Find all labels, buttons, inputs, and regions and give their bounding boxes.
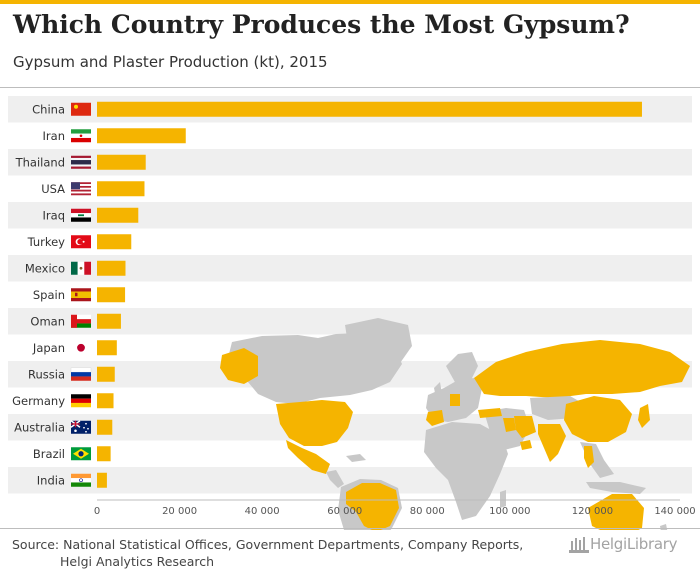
x-tick-label: 100 000 <box>489 506 530 517</box>
map-iran <box>514 416 536 438</box>
map-indonesia <box>586 482 646 494</box>
library-building-icon <box>569 537 589 553</box>
source-note: Source: National Statistical Offices, Go… <box>12 536 552 570</box>
map-uk <box>434 382 442 398</box>
x-tick-label: 60 000 <box>327 506 362 517</box>
bar <box>97 287 126 303</box>
helgi-library-logo: HelgiLibrary <box>568 534 678 554</box>
category-label: China <box>32 102 65 116</box>
source-line-2: Helgi Analytics Research <box>60 554 215 569</box>
accent-top-bar <box>0 0 700 4</box>
category-label: India <box>37 473 65 487</box>
bar <box>97 446 111 462</box>
map-iraq <box>503 418 516 432</box>
china-flag-icon <box>71 102 91 116</box>
japan-flag-icon <box>71 341 91 355</box>
bar <box>97 313 121 329</box>
bars <box>97 101 642 488</box>
map-new-zealand <box>660 524 668 530</box>
category-label: Japan <box>32 341 65 355</box>
category-label: Mexico <box>25 261 65 275</box>
category-label: Iran <box>43 129 65 143</box>
bar <box>97 419 113 435</box>
chart-subtitle: Gypsum and Plaster Production (kt), 2015 <box>13 53 328 71</box>
india-flag-icon <box>71 473 91 487</box>
oman-flag-icon <box>71 314 91 328</box>
map-spain <box>426 410 444 426</box>
bar <box>97 260 126 276</box>
bar <box>97 234 132 250</box>
x-tick-label: 0 <box>94 506 100 517</box>
map-australia <box>588 494 644 530</box>
usa-flag-icon <box>71 182 91 196</box>
x-tick-label: 40 000 <box>245 506 280 517</box>
bar <box>97 128 186 144</box>
map-madagascar <box>500 490 506 508</box>
map-caribbean <box>346 454 366 462</box>
category-label: Thailand <box>15 155 65 169</box>
category-label: Brazil <box>33 447 65 461</box>
category-label: Australia <box>14 420 65 434</box>
map-china <box>564 396 632 442</box>
source-line-1: Source: National Statistical Offices, Go… <box>12 537 524 552</box>
turkey-flag-icon <box>71 235 91 249</box>
category-label: Russia <box>28 367 65 381</box>
header-divider <box>0 87 700 88</box>
category-label: Spain <box>33 288 65 302</box>
x-tick-label: 140 000 <box>654 506 695 517</box>
map-alaska <box>220 348 258 384</box>
x-tick-label: 80 000 <box>410 506 445 517</box>
x-axis: 0 20 000 40 000 60 000 80 000 100 000 120 000 1… <box>94 499 696 517</box>
map-africa <box>424 422 508 520</box>
map-usa <box>276 400 353 446</box>
map-central-america <box>326 470 344 488</box>
bar <box>97 340 117 356</box>
map-japan <box>638 404 650 428</box>
map-india <box>538 424 566 462</box>
map-oman <box>520 440 532 450</box>
category-label: Turkey <box>27 235 66 249</box>
map-turkey <box>478 408 502 418</box>
bar <box>97 154 146 170</box>
bar <box>97 393 114 409</box>
iran-flag-icon <box>71 129 91 143</box>
mexico-flag-icon <box>71 261 91 275</box>
x-tick-label: 20 000 <box>162 506 197 517</box>
thailand-flag-icon <box>71 155 91 169</box>
map-brazil <box>346 483 399 530</box>
x-tick-label: 120 000 <box>572 506 613 517</box>
map-scandinavia <box>446 352 478 384</box>
category-labels: China Iran Thailand USA Iraq Turkey Mexico Spai… <box>12 102 65 487</box>
brazil-flag-icon <box>71 447 91 461</box>
flag-icons <box>70 102 92 487</box>
bar <box>97 181 145 197</box>
map-germany <box>450 394 460 406</box>
bar-chart: China Iran Thailand USA Iraq Turkey Mexico Spai… <box>8 96 696 530</box>
germany-flag-icon <box>71 394 91 408</box>
logo-text: HelgiLibrary <box>590 535 678 553</box>
bar <box>97 207 139 223</box>
map-russia <box>474 340 690 398</box>
spain-flag-icon <box>71 288 91 302</box>
bar <box>97 472 107 488</box>
russia-flag-icon <box>70 367 92 381</box>
map-thailand <box>584 446 594 468</box>
world-map-background <box>220 318 690 530</box>
category-label: Iraq <box>43 208 65 222</box>
map-greenland <box>345 318 412 376</box>
chart-title: Which Country Produces the Most Gypsum? <box>13 10 630 39</box>
bar <box>97 101 642 117</box>
category-label: Germany <box>12 394 65 408</box>
footer-divider <box>0 528 700 529</box>
map-mexico <box>286 440 330 474</box>
category-label: Oman <box>30 314 65 328</box>
australia-flag-icon <box>70 420 91 434</box>
category-label: USA <box>41 182 65 196</box>
bar <box>97 366 115 382</box>
iraq-flag-icon <box>71 208 91 222</box>
